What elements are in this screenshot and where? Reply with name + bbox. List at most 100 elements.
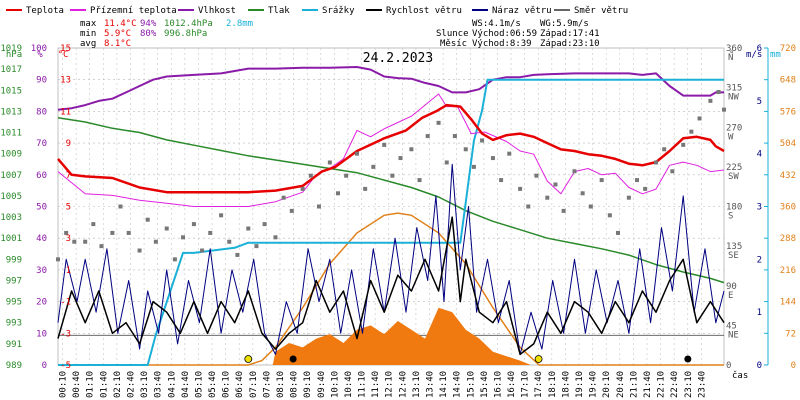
wind-direction-point <box>534 173 539 178</box>
tick-label-time: 01:40 <box>99 371 109 398</box>
tick-label-hpa: 997 <box>6 276 22 286</box>
tick-label-time: 18:10 <box>548 371 558 398</box>
tick-label-deg: 135 <box>726 242 742 252</box>
moon-set: Západ:23:10 <box>540 39 600 49</box>
tick-label-hpa: 1017 <box>0 65 22 75</box>
sunrise-marker <box>244 355 253 363</box>
wind-gust-line <box>57 163 725 355</box>
tick-label-deg: 45 <box>726 321 737 331</box>
tick-label-time: 21:40 <box>643 371 653 398</box>
stat-min-label: min <box>80 29 96 39</box>
tick-label-direction: SE <box>728 251 739 261</box>
tick-label-hpa: 991 <box>6 340 22 350</box>
wind-direction-point <box>572 169 577 174</box>
tick-label-time: 10:40 <box>344 371 354 398</box>
axis-unit-time: čas <box>732 370 748 381</box>
wind-direction-point <box>480 138 485 143</box>
legend-label: Srážky <box>322 6 355 16</box>
tick-label-time: 15:10 <box>466 371 476 398</box>
wind-direction-point <box>145 217 150 222</box>
axis-unit-ms: m/s <box>746 50 762 60</box>
moonset-marker <box>684 355 692 363</box>
tick-label-pct: 80 <box>36 107 47 117</box>
solar-measured-area <box>58 307 724 365</box>
tick-label-time: 00:10 <box>59 371 69 398</box>
series-layer <box>56 66 726 366</box>
tick-label-time: 12:10 <box>385 371 395 398</box>
rain-line <box>58 78 724 366</box>
tick-label-ms: 5 <box>757 97 762 107</box>
tick-label-time: 14:40 <box>453 371 463 398</box>
tick-label-time: 13:40 <box>426 371 436 398</box>
tick-label-time: 03:10 <box>140 371 150 398</box>
wind-direction-point <box>300 186 305 191</box>
tick-label-hpa: 989 <box>6 361 22 371</box>
legend-label: Vlhkost <box>198 6 236 16</box>
sun-label: Slunce <box>436 29 469 39</box>
wind-direction-point <box>615 230 620 235</box>
tick-label-time: 02:40 <box>126 371 136 398</box>
moonrise-marker <box>289 355 297 363</box>
tick-label-ms: 0 <box>757 361 762 371</box>
sunset-marker <box>534 355 543 363</box>
wind-direction-point <box>219 213 224 218</box>
wind-direction-point <box>137 248 142 253</box>
tick-label-hpa: 993 <box>6 319 22 329</box>
wind-direction-point <box>153 239 158 244</box>
tick-label-celsius: 3 <box>66 234 71 244</box>
tick-label-pct: 40 <box>36 234 47 244</box>
tick-label-celsius: 13 <box>60 76 71 86</box>
tick-label-mm: 720 <box>780 44 796 54</box>
tick-label-hpa: 1007 <box>0 171 22 181</box>
tick-label-time: 08:40 <box>290 371 300 398</box>
tick-label-direction: NE <box>728 330 739 340</box>
wind-direction-point <box>246 226 251 231</box>
wind-direction-point <box>580 191 585 196</box>
wind-direction-point <box>662 147 667 152</box>
wind-direction-point <box>708 98 713 103</box>
wind-direction-point <box>308 173 313 178</box>
wind-direction-point <box>200 248 205 253</box>
tick-label-time: 17:10 <box>521 371 531 398</box>
wind-direction-point <box>599 178 604 183</box>
wind-direction-point <box>191 222 196 227</box>
tick-label-time: 22:10 <box>657 371 667 398</box>
tick-label-hpa: 1005 <box>0 192 22 202</box>
tick-label-deg: 270 <box>726 123 742 133</box>
tick-label-deg: 90 <box>726 282 737 292</box>
tick-label-time: 06:10 <box>222 371 232 398</box>
wind-direction-point <box>172 257 177 262</box>
wind-direction-point <box>697 116 702 121</box>
wind-direction-point <box>507 151 512 156</box>
tick-label-time: 12:40 <box>398 371 408 398</box>
tick-label-celsius: 5 <box>66 203 71 213</box>
temperature-line <box>57 103 725 194</box>
wind-direction-point <box>390 173 395 178</box>
stat-min-humidity: 80% <box>140 29 157 39</box>
tick-label-time: 23:40 <box>697 371 707 398</box>
tick-label-deg: 315 <box>726 84 742 94</box>
tick-label-time: 11:10 <box>358 371 368 398</box>
tick-label-celsius: 9 <box>66 139 71 149</box>
stat-max-rain: 2.8mm <box>226 19 253 29</box>
wind-direction-point <box>327 160 332 165</box>
tick-label-hpa: 999 <box>6 255 22 265</box>
humidity-line <box>57 66 724 111</box>
legend-label: Přízemní teplota <box>90 6 177 16</box>
wind-direction-point <box>425 134 430 139</box>
tick-label-time: 05:10 <box>194 371 204 398</box>
tick-label-time: 07:10 <box>249 371 259 398</box>
wind-direction-point <box>164 226 169 231</box>
axis-unit-hpa: hPa <box>6 50 22 60</box>
solar-theoretical-line <box>58 212 724 366</box>
tick-label-mm: 0 <box>791 361 796 371</box>
tick-label-ms: 3 <box>757 203 762 213</box>
tick-label-time: 09:40 <box>317 371 327 398</box>
wind-direction-point <box>91 222 96 227</box>
tick-label-hpa: 1015 <box>0 86 22 96</box>
wind-direction-point <box>273 235 278 240</box>
moon-label: Měsíc <box>440 39 467 49</box>
stat-max-pressure: 1012.4hPa <box>164 19 213 29</box>
wind-direction-point <box>235 252 240 257</box>
